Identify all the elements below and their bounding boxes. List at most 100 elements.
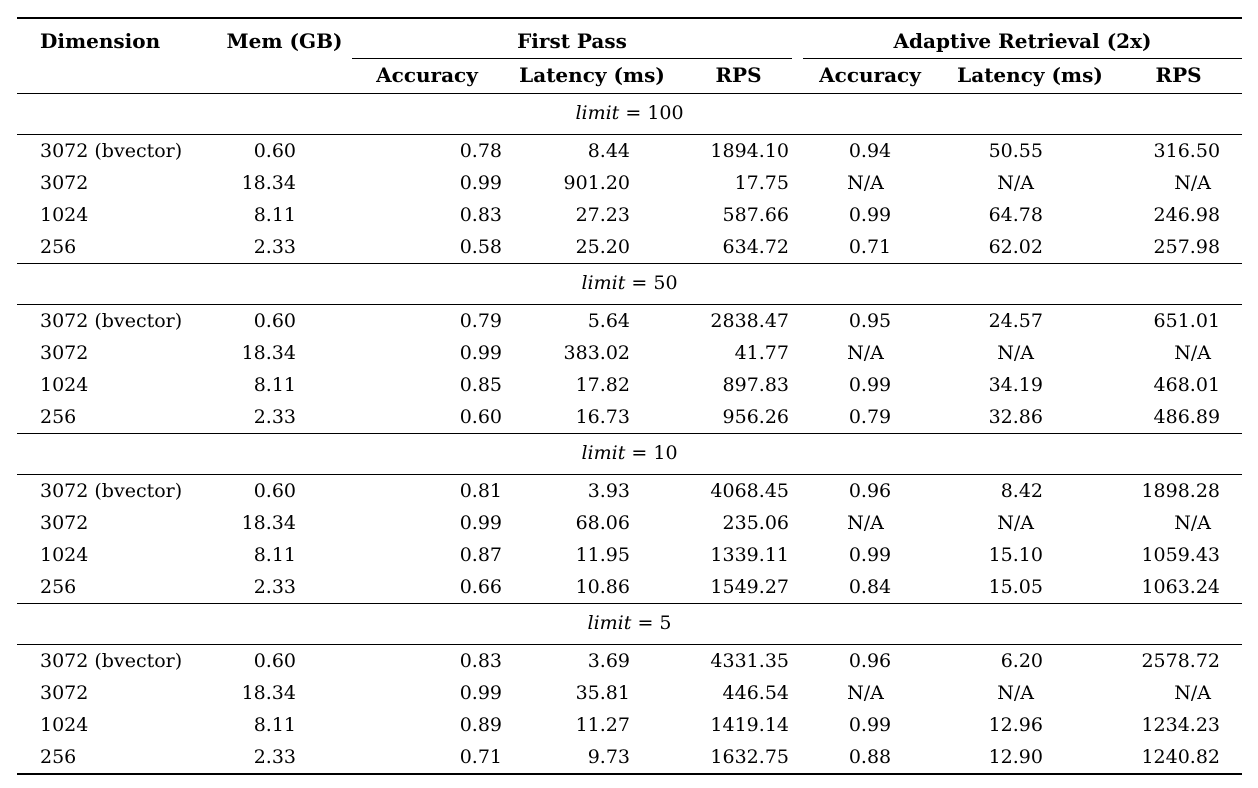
col-header-latency-first-pass: Latency (ms) xyxy=(502,59,682,94)
value-cell: 0.88 xyxy=(848,746,892,768)
table-row: 3072 (bvector) 0.60 0.83 3.69 4331.35 0.96 6.2… xyxy=(17,645,1242,678)
value-cell: 64.78 xyxy=(988,204,1043,226)
value-cell: 12.90 xyxy=(988,746,1043,768)
table-row: 3072 (bvector) 0.60 0.79 5.64 2838.47 0.95 24.… xyxy=(17,305,1242,338)
value-cell: 2.33 xyxy=(253,576,296,598)
value-cell: 1063.24 xyxy=(1141,576,1221,598)
group-header-adaptive-retrieval: Adaptive Retrieval (2x) xyxy=(795,18,1243,59)
value-cell: 1419.14 xyxy=(710,714,789,736)
value-cell: 16.73 xyxy=(575,406,630,428)
dimension-cell: 3072 xyxy=(40,342,89,364)
dimension-cell: 1024 xyxy=(40,714,89,736)
value-cell: 0.99 xyxy=(848,544,892,566)
value-cell: 651.01 xyxy=(1153,310,1221,332)
dimension-cell: 3072 xyxy=(40,512,89,534)
group-header-first-pass: First Pass xyxy=(352,18,795,59)
dimension-cell: 3072 xyxy=(40,682,89,704)
value-cell: 2578.72 xyxy=(1141,650,1221,672)
dimension-cell: 3072 (bvector) xyxy=(40,480,183,502)
value-cell: 4331.35 xyxy=(710,650,789,672)
value-cell: 0.99 xyxy=(459,512,502,534)
value-cell: N/A xyxy=(1174,342,1212,364)
value-cell: 1339.11 xyxy=(710,544,789,566)
value-cell: 0.81 xyxy=(459,480,502,502)
value-cell: 383.02 xyxy=(563,342,630,364)
table-row: 3072 (bvector) 0.60 0.81 3.93 4068.45 0.96 8.4… xyxy=(17,475,1242,508)
value-cell: 0.99 xyxy=(459,682,502,704)
table-row: 1024 8.11 0.85 17.82 897.83 0.99 34.19 468.01 xyxy=(17,369,1242,401)
value-cell: 446.54 xyxy=(722,682,789,704)
value-cell: 316.50 xyxy=(1153,140,1221,162)
value-cell: 0.71 xyxy=(459,746,502,768)
value-cell: 1234.23 xyxy=(1141,714,1221,736)
value-cell: 2.33 xyxy=(253,236,296,258)
value-cell: 1549.27 xyxy=(710,576,789,598)
section-limit-row: limit = 50 xyxy=(17,263,1243,305)
value-cell: 0.94 xyxy=(848,140,892,162)
value-cell: 18.34 xyxy=(241,342,296,364)
value-cell: 0.85 xyxy=(459,374,502,396)
value-cell: 11.27 xyxy=(575,714,630,736)
value-cell: N/A xyxy=(997,342,1034,364)
value-cell: 12.96 xyxy=(988,714,1043,736)
value-cell: N/A xyxy=(1174,172,1212,194)
value-cell: 486.89 xyxy=(1153,406,1221,428)
section-limit-row: limit = 5 xyxy=(17,603,1243,645)
group-label-adaptive-retrieval: Adaptive Retrieval (2x) xyxy=(803,19,1243,59)
value-cell: N/A xyxy=(847,512,884,534)
value-cell: 3.93 xyxy=(587,480,630,502)
value-cell: 1894.10 xyxy=(710,140,789,162)
header-row-groups: Dimension Mem (GB) First Pass Adaptive R… xyxy=(17,18,1243,94)
value-cell: 1898.28 xyxy=(1141,480,1221,502)
value-cell: 8.11 xyxy=(253,374,296,396)
value-cell: 897.83 xyxy=(722,374,789,396)
value-cell: 0.83 xyxy=(459,204,502,226)
table-row: 256 2.33 0.58 25.20 634.72 0.71 62.02 257.98 xyxy=(17,231,1242,264)
value-cell: 24.57 xyxy=(988,310,1043,332)
value-cell: 587.66 xyxy=(722,204,789,226)
dimension-cell: 3072 (bvector) xyxy=(40,650,183,672)
value-cell: 0.96 xyxy=(848,650,892,672)
value-cell: 1632.75 xyxy=(710,746,789,768)
value-cell: 0.99 xyxy=(848,374,892,396)
value-cell: 8.11 xyxy=(253,204,296,226)
value-cell: 15.05 xyxy=(988,576,1043,598)
value-cell: 2.33 xyxy=(253,746,296,768)
value-cell: 10.86 xyxy=(575,576,630,598)
value-cell: 5.64 xyxy=(587,310,630,332)
col-header-accuracy-adaptive: Accuracy xyxy=(795,59,945,94)
value-cell: 3.69 xyxy=(587,650,630,672)
dimension-cell: 1024 xyxy=(40,204,89,226)
value-cell: N/A xyxy=(997,682,1034,704)
value-cell: 0.83 xyxy=(459,650,502,672)
value-cell: N/A xyxy=(1174,512,1212,534)
value-cell: 18.34 xyxy=(241,512,296,534)
value-cell: 0.99 xyxy=(848,204,892,226)
value-cell: 1240.82 xyxy=(1141,746,1221,768)
table-row: 3072 18.34 0.99 68.06 235.06 N/A N/A N/A xyxy=(17,507,1242,539)
value-cell: 0.60 xyxy=(253,650,296,672)
value-cell: N/A xyxy=(847,342,884,364)
dimension-cell: 1024 xyxy=(40,374,89,396)
dimension-cell: 1024 xyxy=(40,544,89,566)
value-cell: 2838.47 xyxy=(710,310,789,332)
value-cell: N/A xyxy=(997,172,1034,194)
value-cell: N/A xyxy=(847,682,884,704)
col-header-rps-adaptive: RPS xyxy=(1115,59,1243,94)
value-cell: 8.11 xyxy=(253,714,296,736)
value-cell: 8.42 xyxy=(1000,480,1043,502)
value-cell: 246.98 xyxy=(1153,204,1221,226)
value-cell: 634.72 xyxy=(722,236,789,258)
table-row: 3072 (bvector) 0.60 0.78 8.44 1894.10 0.94 50.… xyxy=(17,135,1242,168)
dimension-cell: 3072 (bvector) xyxy=(40,310,183,332)
table-row: 3072 18.34 0.99 383.02 41.77 N/A N/A N/A xyxy=(17,337,1242,369)
section-limit-row: limit = 100 xyxy=(17,93,1243,135)
col-header-dimension: Dimension xyxy=(17,18,217,94)
value-cell: 0.60 xyxy=(253,310,296,332)
col-header-rps-first-pass: RPS xyxy=(682,59,795,94)
value-cell: 8.11 xyxy=(253,544,296,566)
value-cell: 0.66 xyxy=(459,576,502,598)
dimension-cell: 256 xyxy=(40,236,77,258)
value-cell: 17.75 xyxy=(734,172,789,194)
table-row: 256 2.33 0.60 16.73 956.26 0.79 32.86 486.89 xyxy=(17,401,1242,434)
